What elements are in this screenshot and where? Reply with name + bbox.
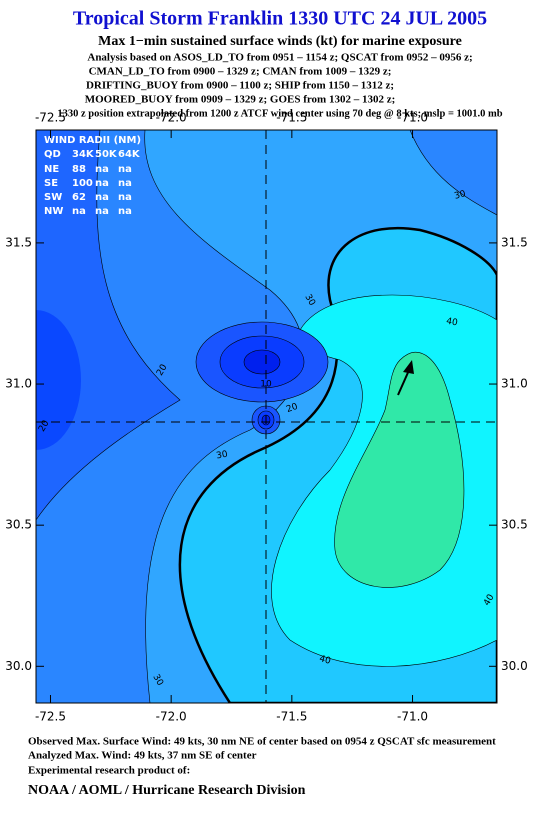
credit: NOAA / AOML / Hurricane Research Divisio…	[28, 783, 306, 798]
wind-radii-cell: na	[95, 178, 109, 189]
x-tick-label: -71.5	[276, 111, 307, 125]
wind-radii-cell: na	[95, 192, 109, 203]
wind-radii-cell: NW	[44, 206, 63, 217]
x-tick-label: -71.0	[397, 111, 428, 125]
subtitle: Max 1−min sustained surface winds (kt) f…	[98, 34, 462, 49]
contour-label: 10	[260, 380, 272, 390]
note: CMAN_LD_TO from 0900 – 1329 z; CMAN from…	[89, 66, 392, 78]
x-tick-label: -71.5	[276, 710, 307, 724]
wind-radii-cell: na	[95, 164, 109, 175]
contour-field	[36, 130, 497, 703]
wind-radii-cell: SW	[44, 192, 62, 203]
y-tick-label: 31.5	[501, 235, 528, 249]
x-tick-label: -72.0	[156, 710, 187, 724]
y-tick-label: 31.0	[501, 377, 528, 391]
wind-radii-cell: na	[118, 164, 132, 175]
y-tick-label: 31.0	[5, 377, 32, 391]
wind-radii-cell: na	[118, 206, 132, 217]
note: DRIFTING_BUOY from 0900 – 1100 z; SHIP f…	[86, 80, 394, 92]
contour-label: 30	[453, 189, 467, 202]
contour-label: 30	[216, 450, 229, 462]
footer: Analyzed Max. Wind: 49 kts, 37 nm SE of …	[28, 750, 257, 762]
wind-radii-cell: na	[118, 178, 132, 189]
note: MOORED_BUOY from 0909 – 1329 z; GOES fro…	[85, 94, 396, 106]
footer: Observed Max. Surface Wind: 49 kts, 30 n…	[28, 736, 496, 748]
wind-radii-header: QD	[44, 149, 61, 160]
x-tick-label: -72.5	[35, 111, 66, 125]
y-tick-label: 30.5	[5, 518, 32, 532]
wind-radii-header: 64K	[118, 149, 141, 160]
contour-label: 20	[285, 402, 299, 415]
wind-radii-cell: 62	[72, 192, 86, 203]
wind-radii-header: 50K	[95, 149, 118, 160]
note: Analysis based on ASOS_LD_TO from 0951 –…	[87, 52, 472, 64]
contour-label: 40	[445, 317, 458, 329]
x-tick-label: -72.5	[35, 710, 66, 724]
wind-radii-title: WIND RADII (NM)	[44, 135, 141, 146]
wind-radii-cell: na	[95, 206, 109, 217]
wind-radii-cell: SE	[44, 178, 58, 189]
note: 1330 z position extrapolated from 1200 z…	[57, 108, 502, 119]
wind-radii-header: 34K	[72, 149, 95, 160]
y-tick-label: 30.5	[501, 518, 528, 532]
wind-radii-cell: 88	[72, 164, 86, 175]
footer: Experimental research product of:	[28, 765, 190, 777]
wind-radii-cell: 100	[72, 178, 93, 189]
wind-radii-cell: NE	[44, 164, 59, 175]
chart-title: Tropical Storm Franklin 1330 UTC 24 JUL …	[73, 8, 487, 30]
plot-frame	[35, 129, 498, 704]
y-tick-label: 31.5	[5, 235, 32, 249]
wind-radii-cell: na	[118, 192, 132, 203]
y-tick-label: 30.0	[501, 659, 528, 673]
contour-label: 40	[318, 654, 332, 667]
x-tick-label: -72.0	[156, 111, 187, 125]
y-tick-label: 30.0	[5, 659, 32, 673]
wind-radii-cell: na	[72, 206, 86, 217]
x-tick-label: -71.0	[397, 710, 428, 724]
